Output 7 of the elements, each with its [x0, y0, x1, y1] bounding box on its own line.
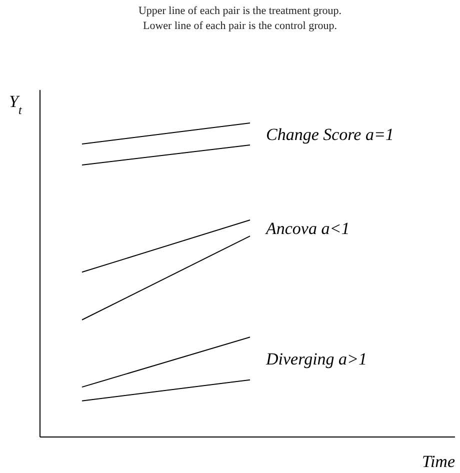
chart-title: Upper line of each pair is the treatment group. — [138, 5, 342, 17]
annotation: Diverging a>1 — [265, 349, 368, 368]
y-axis-title: Y$_{t}$ — [9, 92, 22, 117]
x-axis-title: Time — [422, 452, 456, 471]
annotation: Change Score a=1 — [266, 124, 394, 144]
chart-subtitle: Lower line of each pair is the control group. — [143, 20, 338, 32]
annotation: Ancova a<1 — [265, 219, 350, 238]
